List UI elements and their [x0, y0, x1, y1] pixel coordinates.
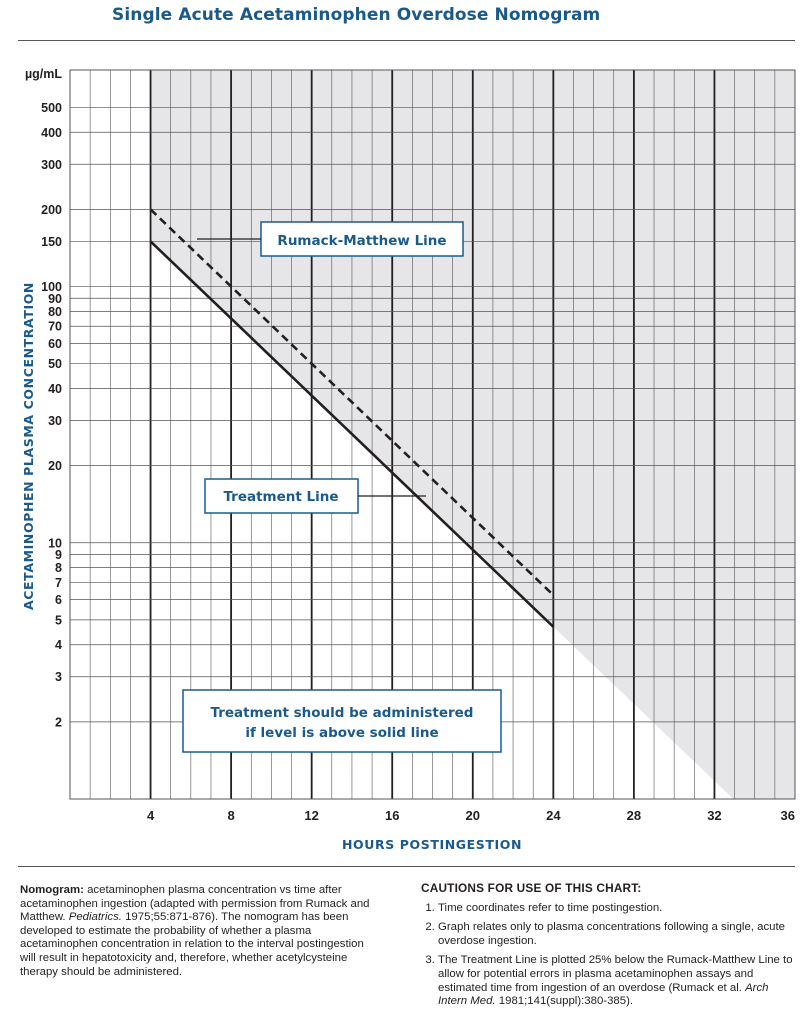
y-tick-label: 90 [48, 292, 62, 306]
x-tick-label: 8 [227, 808, 234, 823]
x-tick-label: 28 [627, 808, 641, 823]
y-unit-label: µg/mL [25, 67, 62, 81]
caution-item-3-journal: Arch Intern Med. [438, 981, 769, 1008]
plot-frame [69, 69, 796, 800]
y-tick-label: 300 [41, 158, 62, 172]
caution-item-3: The Treatment Line is plotted 25% below … [438, 954, 793, 1008]
rumack-matthew-label-text: Rumack-Matthew Line [277, 233, 446, 249]
y-tick-label: 3 [55, 670, 62, 684]
bottom-divider [18, 866, 795, 867]
treatment-annotation-line1: Treatment should be administered [211, 705, 474, 721]
nomogram-note-text2: 1975;55:871-876). The nomogram has been … [20, 911, 364, 978]
cautions-heading: CAUTIONS FOR USE OF THIS CHART: [421, 881, 642, 895]
caution-item-2-text: Graph relates only to plasma concentrati… [438, 921, 785, 947]
y-tick-label: 30 [48, 414, 62, 428]
x-tick-labels: 4 8 12 16 20 24 28 32 36 [147, 808, 795, 823]
y-tick-label: 5 [55, 613, 62, 627]
nomogram-chart: 5004003002001501009080706050403020109876… [21, 67, 796, 852]
x-tick-label: 20 [466, 808, 480, 823]
y-tick-label: 80 [48, 305, 62, 319]
caution-item-1: Time coordinates refer to time postinges… [438, 902, 793, 916]
rumack-matthew-label: Rumack-Matthew Line [260, 221, 464, 257]
y-tick-label: 400 [41, 126, 62, 140]
treatment-line [149, 240, 555, 628]
y-tick-label: 50 [48, 357, 62, 371]
x-tick-label: 4 [147, 808, 155, 823]
y-tick-label: 20 [48, 459, 62, 473]
series-lines [149, 208, 555, 628]
nomogram-note: Nomogram: acetaminophen plasma concentra… [20, 884, 372, 979]
treatment-line-label: Treatment Line [204, 478, 359, 514]
y-tick-label: 70 [48, 320, 62, 334]
caution-item-1-text: Time coordinates refer to time postinges… [438, 901, 663, 914]
treatment-annotation: Treatment should be administered if leve… [182, 689, 502, 753]
y-tick-label: 60 [48, 337, 62, 351]
rumack-matthew-line [149, 208, 555, 597]
y-tick-label: 8 [55, 561, 62, 575]
y-axis-title: ACETAMINOPHEN PLASMA CONCENTRATION [21, 282, 36, 610]
caution-item-3-b: 1981;141(suppl):380-385). [495, 995, 634, 1008]
y-tick-label: 6 [55, 593, 62, 607]
y-tick-label: 9 [55, 548, 62, 562]
x-tick-label: 36 [781, 808, 795, 823]
caution-item-2: Graph relates only to plasma concentrati… [438, 921, 793, 948]
y-tick-label: 500 [41, 101, 62, 115]
cautions-list: Time coordinates refer to time postinges… [421, 902, 793, 1009]
x-tick-label: 32 [707, 808, 721, 823]
y-tick-label: 7 [55, 576, 62, 590]
y-tick-label: 150 [41, 235, 62, 249]
page-title: Single Acute Acetaminophen Overdose Nomo… [112, 5, 601, 25]
x-tick-label: 16 [385, 808, 399, 823]
treatment-line-label-text: Treatment Line [223, 489, 338, 505]
nomogram-note-journal: Pediatrics. [68, 911, 122, 924]
x-tick-label: 12 [304, 808, 318, 823]
nomogram-note-lead: Nomogram: [20, 884, 84, 896]
y-tick-label: 2 [55, 715, 62, 729]
caution-item-3-a: The Treatment Line is plotted 25% below … [438, 954, 793, 994]
cautions-panel: CAUTIONS FOR USE OF THIS CHART: Time coo… [421, 881, 793, 1015]
top-divider [18, 40, 795, 41]
y-tick-label: 40 [48, 382, 62, 396]
caution-item-3-text: The Treatment Line is plotted 25% below … [438, 954, 793, 1008]
y-tick-label: 10 [48, 536, 62, 550]
y-tick-label: 100 [41, 280, 62, 294]
y-tick-label: 4 [55, 638, 62, 652]
y-tick-label: 200 [41, 203, 62, 217]
nomogram-note-text1: acetaminophen plasma concentration vs ti… [20, 884, 370, 924]
treatment-annotation-line2: if level is above solid line [245, 725, 438, 741]
x-tick-label: 24 [546, 808, 561, 823]
x-axis-title: HOURS POSTINGESTION [342, 837, 522, 852]
